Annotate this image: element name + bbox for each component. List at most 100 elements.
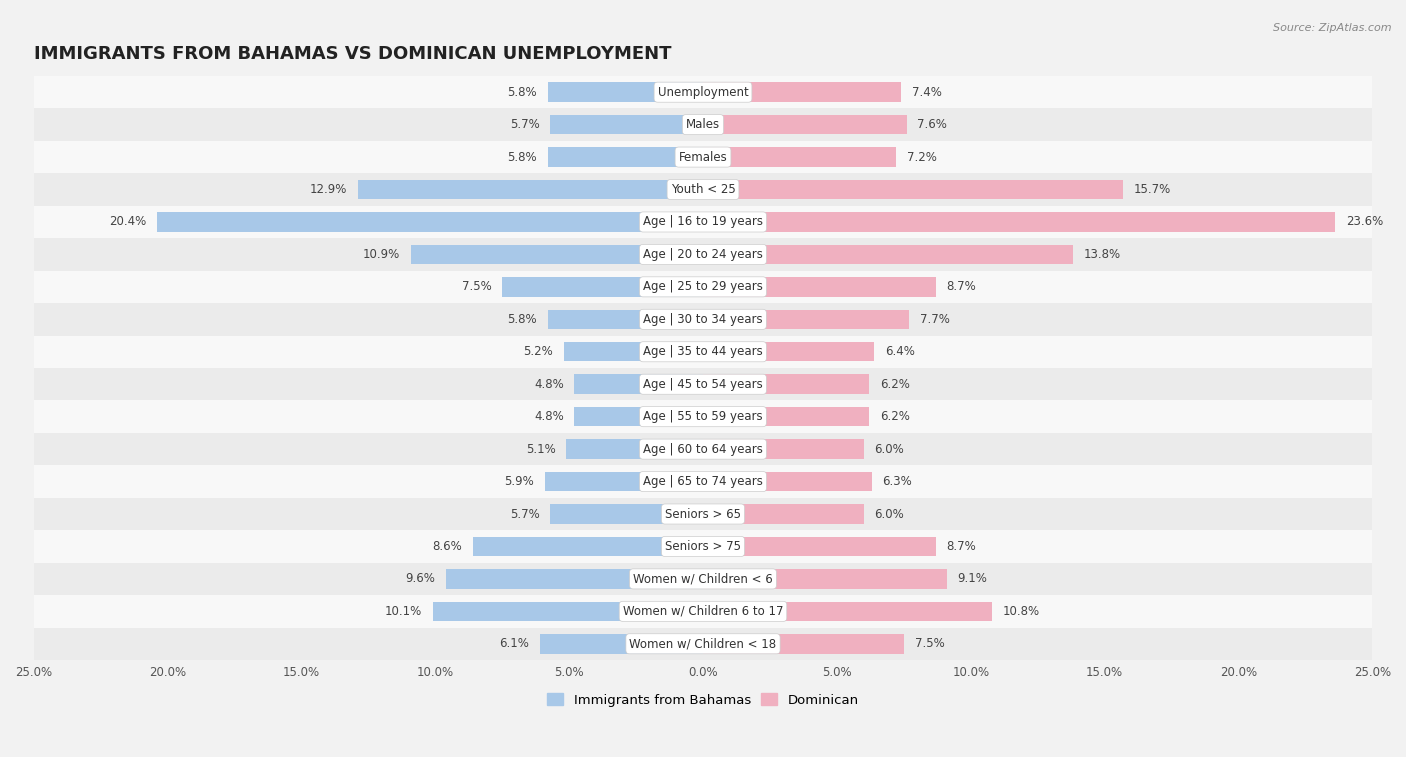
Legend: Immigrants from Bahamas, Dominican: Immigrants from Bahamas, Dominican (541, 688, 865, 712)
Bar (703, 602, 993, 621)
Text: 5.7%: 5.7% (510, 118, 540, 131)
Text: Youth < 25: Youth < 25 (671, 183, 735, 196)
Text: 5.8%: 5.8% (508, 313, 537, 326)
Text: 7.4%: 7.4% (912, 86, 942, 98)
Bar (34, 206, 1372, 238)
Bar (550, 115, 703, 134)
Text: Males: Males (686, 118, 720, 131)
Bar (703, 407, 869, 426)
Text: 7.6%: 7.6% (917, 118, 948, 131)
Bar (703, 115, 907, 134)
Text: 23.6%: 23.6% (1346, 216, 1384, 229)
Text: 5.8%: 5.8% (508, 151, 537, 164)
Text: Seniors > 75: Seniors > 75 (665, 540, 741, 553)
Bar (34, 498, 1372, 530)
Bar (34, 562, 1372, 595)
Text: 5.8%: 5.8% (508, 86, 537, 98)
Bar (567, 439, 703, 459)
Bar (34, 76, 1372, 108)
Text: 5.1%: 5.1% (526, 443, 555, 456)
Text: Unemployment: Unemployment (658, 86, 748, 98)
Bar (564, 342, 703, 362)
Bar (156, 212, 703, 232)
Text: 10.1%: 10.1% (385, 605, 422, 618)
Text: Age | 55 to 59 years: Age | 55 to 59 years (643, 410, 763, 423)
Text: 8.6%: 8.6% (432, 540, 463, 553)
Bar (703, 472, 872, 491)
Text: Seniors > 65: Seniors > 65 (665, 507, 741, 521)
Bar (34, 238, 1372, 271)
Text: 6.0%: 6.0% (875, 443, 904, 456)
Bar (703, 375, 869, 394)
Bar (34, 466, 1372, 498)
Text: 4.8%: 4.8% (534, 378, 564, 391)
Text: Age | 65 to 74 years: Age | 65 to 74 years (643, 475, 763, 488)
Text: Age | 25 to 29 years: Age | 25 to 29 years (643, 280, 763, 294)
Text: 20.4%: 20.4% (108, 216, 146, 229)
Text: 9.1%: 9.1% (957, 572, 987, 585)
Bar (446, 569, 703, 589)
Text: 15.7%: 15.7% (1135, 183, 1171, 196)
Bar (34, 628, 1372, 660)
Bar (550, 504, 703, 524)
Text: Age | 35 to 44 years: Age | 35 to 44 years (643, 345, 763, 358)
Text: 6.2%: 6.2% (880, 378, 910, 391)
Text: 13.8%: 13.8% (1083, 248, 1121, 261)
Text: 7.2%: 7.2% (907, 151, 936, 164)
Bar (548, 83, 703, 102)
Text: Women w/ Children < 18: Women w/ Children < 18 (630, 637, 776, 650)
Bar (703, 504, 863, 524)
Text: Source: ZipAtlas.com: Source: ZipAtlas.com (1274, 23, 1392, 33)
Text: 5.7%: 5.7% (510, 507, 540, 521)
Text: 6.4%: 6.4% (886, 345, 915, 358)
Text: 7.7%: 7.7% (920, 313, 950, 326)
Text: 5.2%: 5.2% (523, 345, 553, 358)
Text: Age | 45 to 54 years: Age | 45 to 54 years (643, 378, 763, 391)
Bar (34, 141, 1372, 173)
Text: Females: Females (679, 151, 727, 164)
Text: 8.7%: 8.7% (946, 540, 976, 553)
Text: Women w/ Children < 6: Women w/ Children < 6 (633, 572, 773, 585)
Bar (34, 108, 1372, 141)
Text: 7.5%: 7.5% (461, 280, 492, 294)
Bar (703, 245, 1073, 264)
Text: 5.9%: 5.9% (505, 475, 534, 488)
Bar (703, 569, 946, 589)
Text: Women w/ Children 6 to 17: Women w/ Children 6 to 17 (623, 605, 783, 618)
Bar (703, 634, 904, 653)
Bar (703, 212, 1334, 232)
Bar (34, 303, 1372, 335)
Text: Age | 20 to 24 years: Age | 20 to 24 years (643, 248, 763, 261)
Bar (357, 179, 703, 199)
Bar (548, 310, 703, 329)
Bar (703, 342, 875, 362)
Bar (575, 375, 703, 394)
Text: 7.5%: 7.5% (914, 637, 945, 650)
Bar (703, 439, 863, 459)
Bar (34, 530, 1372, 562)
Text: 6.0%: 6.0% (875, 507, 904, 521)
Bar (34, 271, 1372, 303)
Text: 10.8%: 10.8% (1002, 605, 1040, 618)
Bar (34, 335, 1372, 368)
Text: IMMIGRANTS FROM BAHAMAS VS DOMINICAN UNEMPLOYMENT: IMMIGRANTS FROM BAHAMAS VS DOMINICAN UNE… (34, 45, 671, 64)
Text: Age | 30 to 34 years: Age | 30 to 34 years (643, 313, 763, 326)
Bar (34, 368, 1372, 400)
Bar (34, 400, 1372, 433)
Bar (703, 277, 936, 297)
Text: 6.2%: 6.2% (880, 410, 910, 423)
Bar (703, 83, 901, 102)
Text: Age | 16 to 19 years: Age | 16 to 19 years (643, 216, 763, 229)
Text: 8.7%: 8.7% (946, 280, 976, 294)
Bar (34, 595, 1372, 628)
Bar (34, 173, 1372, 206)
Bar (548, 148, 703, 167)
Text: 10.9%: 10.9% (363, 248, 401, 261)
Text: 9.6%: 9.6% (405, 572, 436, 585)
Text: 6.3%: 6.3% (883, 475, 912, 488)
Text: 12.9%: 12.9% (309, 183, 347, 196)
Text: 4.8%: 4.8% (534, 410, 564, 423)
Bar (433, 602, 703, 621)
Bar (703, 537, 936, 556)
Bar (411, 245, 703, 264)
